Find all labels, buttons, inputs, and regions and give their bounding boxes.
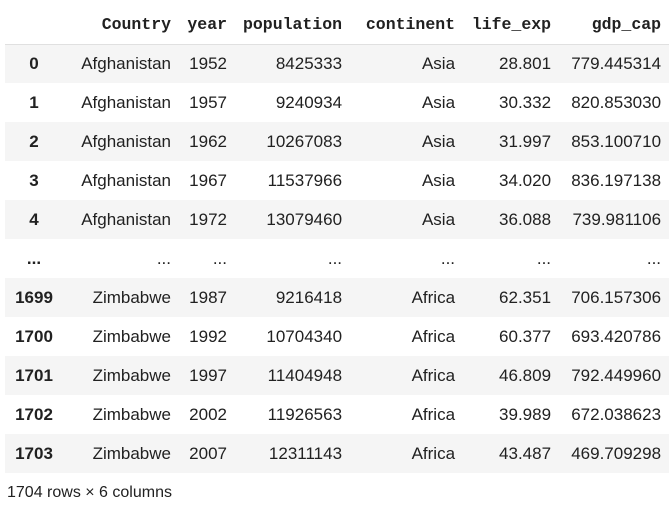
table-row: 1699 Zimbabwe 1987 9216418 Africa 62.351 706.1… <box>5 278 670 317</box>
column-header: continent <box>350 5 464 45</box>
table-cell: 43.487 <box>499 443 552 463</box>
row-index: 1699 <box>15 287 53 307</box>
table-cell: 11404948 <box>267 365 343 385</box>
table-cell: Afghanistan <box>81 131 171 151</box>
table-row: 0 Afghanistan 1952 8425333 Asia 28.801 779.445… <box>5 44 670 83</box>
table-cell: Africa <box>411 287 456 307</box>
table-cell: 1987 <box>189 287 227 307</box>
table-row: 1702 Zimbabwe 2002 11926563 Africa 39.989 672.… <box>5 395 670 434</box>
table-cell: 779.445314 <box>571 53 662 73</box>
table-cell: 672.038623 <box>571 404 662 424</box>
table-cell: ... <box>440 248 456 268</box>
table-row: 1700 Zimbabwe 1992 10704340 Africa 60.377 693.… <box>5 317 670 356</box>
table-cell: 706.157306 <box>571 287 662 307</box>
table-row: 1 Afghanistan 1957 9240934 Asia 30.332 820.853… <box>5 83 670 122</box>
row-index: 4 <box>29 209 39 229</box>
index-header <box>5 5 63 45</box>
table-row: 2 Afghanistan 1962 10267083 Asia 31.997 853.10… <box>5 122 670 161</box>
column-header: year <box>179 5 235 45</box>
table-cell: ... <box>536 248 552 268</box>
row-index: 3 <box>29 170 39 190</box>
table-cell: 13079460 <box>266 209 343 229</box>
table-cell: Zimbabwe <box>92 287 171 307</box>
table-cell: 30.332 <box>499 92 552 112</box>
table-row: ..................... <box>5 239 670 278</box>
table-cell: Afghanistan <box>81 53 171 73</box>
table-cell: 739.981106 <box>572 209 662 229</box>
table-row: 1703 Zimbabwe 2007 12311143 Africa 43.487 469.… <box>5 434 670 473</box>
table-cell: 820.853030 <box>571 92 662 112</box>
table-cell: 34.020 <box>499 170 552 190</box>
table-cell: ... <box>156 248 171 268</box>
table-cell: 12311143 <box>268 443 343 463</box>
table-cell: 9240934 <box>275 92 343 112</box>
table-cell: 9216418 <box>275 287 343 307</box>
dataframe-table: Country year population continent life_e… <box>5 5 670 473</box>
table-cell: 8425333 <box>275 53 343 73</box>
table-cell: 36.088 <box>499 209 552 229</box>
column-header: gdp_cap <box>559 5 670 45</box>
table-cell: 1952 <box>189 53 227 73</box>
table-cell: Zimbabwe <box>92 404 171 424</box>
table-cell: Zimbabwe <box>92 365 171 385</box>
table-cell: 2002 <box>189 404 227 424</box>
column-header: life_exp <box>463 5 560 45</box>
table-cell: Asia <box>421 209 456 229</box>
table-cell: 469.709298 <box>571 443 662 463</box>
table-row: 1701 Zimbabwe 1997 11404948 Africa 46.809 792.… <box>5 356 670 395</box>
table-cell: 11537966 <box>267 170 343 190</box>
table-cell: ... <box>327 248 343 268</box>
table-cell: 1962 <box>189 131 227 151</box>
dataframe-shape: 1704 rows × 6 columns <box>7 484 172 501</box>
row-index: 1700 <box>15 326 53 346</box>
table-cell: 39.989 <box>499 404 552 424</box>
table-cell: 60.377 <box>499 326 552 346</box>
table-cell: 1997 <box>189 365 227 385</box>
table-cell: Zimbabwe <box>92 326 171 346</box>
table-cell: Africa <box>411 404 456 424</box>
table-row: 3 Afghanistan 1967 11537966 Asia 34.020 836.19… <box>5 161 670 200</box>
table-cell: Asia <box>421 53 456 73</box>
table-cell: Africa <box>411 326 456 346</box>
table-cell: 46.809 <box>499 365 552 385</box>
table-cell: 1972 <box>189 209 227 229</box>
row-index: 1 <box>29 92 39 112</box>
table-cell: 31.997 <box>499 131 552 151</box>
row-index: 1702 <box>15 404 53 424</box>
table-cell: 11926563 <box>267 404 343 424</box>
row-index: 1701 <box>15 365 53 385</box>
table-cell: Africa <box>411 443 456 463</box>
table-cell: 10267083 <box>266 131 343 151</box>
table-cell: 1967 <box>189 170 227 190</box>
column-header: population <box>235 5 351 45</box>
table-cell: 1957 <box>189 92 227 112</box>
table-cell: 693.420786 <box>571 326 662 346</box>
row-index: 1703 <box>15 443 53 463</box>
table-cell: Zimbabwe <box>92 443 171 463</box>
table-cell: Afghanistan <box>81 92 171 112</box>
header-row: Country year population continent life_e… <box>5 5 670 45</box>
table-cell: 10704340 <box>266 326 343 346</box>
table-cell: Asia <box>421 170 456 190</box>
row-index: ... <box>26 248 42 268</box>
row-index: 2 <box>29 131 39 151</box>
table-cell: 792.449960 <box>571 365 662 385</box>
table-cell: 853.100710 <box>571 131 662 151</box>
table-cell: 1992 <box>189 326 227 346</box>
column-header: Country <box>63 5 179 45</box>
table-cell: Asia <box>421 92 456 112</box>
row-index: 0 <box>29 53 39 73</box>
table-cell: 62.351 <box>499 287 552 307</box>
table-cell: Africa <box>411 365 456 385</box>
table-cell: ... <box>212 248 227 268</box>
table-cell: 2007 <box>189 443 227 463</box>
table-cell: 28.801 <box>499 53 552 73</box>
table-cell: ... <box>646 248 662 268</box>
table-cell: Afghanistan <box>81 209 171 229</box>
table-cell: Afghanistan <box>81 170 171 190</box>
table-row: 4 Afghanistan 1972 13079460 Asia 36.088 739.98… <box>5 200 670 239</box>
table-cell: Asia <box>421 131 456 151</box>
table-cell: 836.197138 <box>571 170 662 190</box>
